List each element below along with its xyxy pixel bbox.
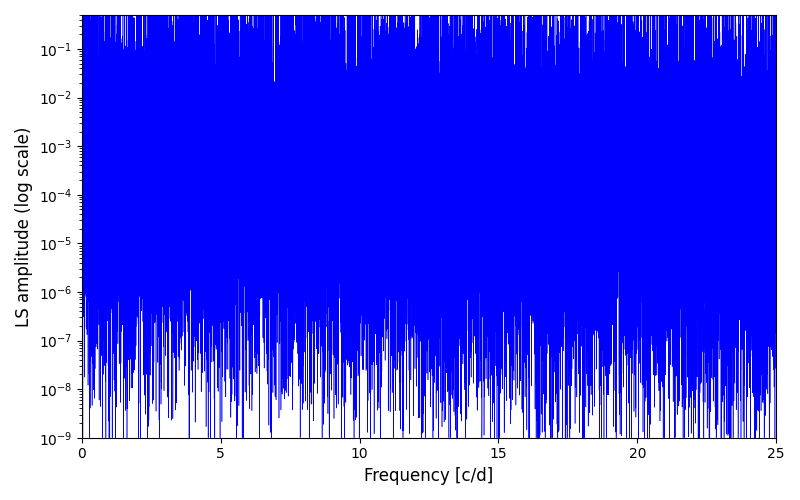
X-axis label: Frequency [c/d]: Frequency [c/d]	[364, 467, 494, 485]
Y-axis label: LS amplitude (log scale): LS amplitude (log scale)	[15, 126, 33, 326]
